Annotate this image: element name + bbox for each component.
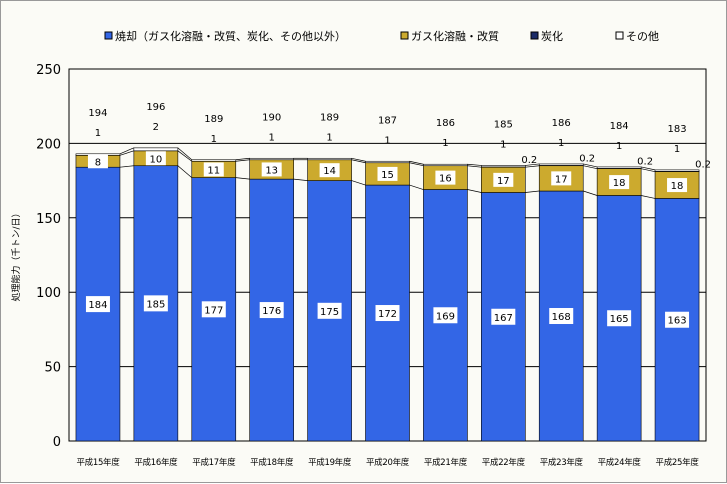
bar-segment [539, 164, 583, 165]
data-label: 1 [558, 138, 564, 149]
bar-segment [423, 164, 467, 165]
data-label: 17 [555, 174, 568, 185]
total-label: 196 [146, 102, 165, 113]
data-label: 0.2 [695, 159, 711, 170]
total-label: 186 [552, 118, 571, 129]
data-label: 13 [265, 165, 278, 176]
y-tick-label: 100 [36, 286, 61, 301]
total-label: 186 [436, 118, 455, 129]
data-label: 1 [442, 138, 448, 149]
data-label: 14 [323, 166, 336, 177]
bar-segment [655, 170, 699, 171]
data-label: 172 [378, 309, 397, 320]
data-label: 163 [667, 316, 686, 327]
bar-segment [308, 158, 352, 159]
y-tick-label: 200 [36, 137, 61, 152]
x-tick-label: 平成22年度 [482, 457, 526, 468]
total-label: 189 [320, 112, 339, 123]
y-tick-label: 250 [36, 63, 61, 78]
data-label: 1 [674, 144, 680, 155]
x-tick-label: 平成16年度 [134, 457, 178, 468]
x-tick-label: 平成20年度 [366, 457, 410, 468]
y-tick-label: 0 [53, 435, 61, 450]
data-label: 169 [436, 311, 455, 322]
legend-swatch [401, 32, 408, 39]
data-label: 167 [494, 313, 513, 324]
data-label: 168 [552, 312, 571, 323]
bar-segment [192, 160, 236, 161]
data-label: 185 [146, 299, 165, 310]
legend-label: 焼却（ガス化溶融・改質、炭化、その他以外） [115, 29, 346, 43]
x-tick-label: 平成24年度 [598, 457, 642, 468]
bar-segment [250, 158, 294, 159]
data-label: 0.2 [579, 153, 595, 164]
bar-segment [366, 161, 410, 162]
data-label: 1 [268, 132, 274, 143]
data-label: 175 [320, 307, 339, 318]
bar-segment [597, 167, 641, 168]
legend-label: 炭化 [541, 29, 563, 43]
x-tick-label: 平成19年度 [308, 457, 352, 468]
bar-segment [481, 165, 525, 166]
data-label: 18 [671, 181, 684, 192]
data-label: 2 [153, 122, 159, 133]
y-tick-label: 50 [44, 361, 61, 376]
x-tick-label: 平成25年度 [656, 457, 700, 468]
y-axis-label: 処理能力（千トン/日） [10, 208, 22, 301]
legend-swatch [531, 32, 538, 39]
data-label: 176 [262, 306, 281, 317]
total-label: 183 [667, 124, 686, 135]
data-label: 1 [211, 134, 217, 145]
data-label: 8 [95, 157, 101, 168]
total-label: 185 [494, 119, 513, 130]
x-tick-label: 平成21年度 [424, 457, 468, 468]
bar-segment [134, 148, 178, 151]
total-label: 189 [204, 114, 223, 125]
legend-swatch [616, 32, 623, 39]
y-tick-label: 150 [36, 212, 61, 227]
x-tick-label: 平成18年度 [250, 457, 294, 468]
data-label: 18 [613, 178, 626, 189]
total-label: 190 [262, 112, 281, 123]
total-label: 184 [610, 121, 629, 132]
data-label: 1 [95, 128, 101, 139]
data-label: 1 [326, 132, 332, 143]
data-label: 1 [616, 141, 622, 152]
legend-swatch [105, 32, 112, 39]
data-label: 177 [204, 305, 223, 316]
x-tick-label: 平成15年度 [76, 457, 120, 468]
data-label: 16 [439, 174, 452, 185]
legend-label: ガス化溶融・改質 [411, 29, 499, 43]
total-label: 187 [378, 115, 397, 126]
data-label: 165 [610, 314, 629, 325]
data-label: 1 [384, 135, 390, 146]
x-tick-label: 平成17年度 [192, 457, 236, 468]
x-tick-label: 平成23年度 [540, 457, 584, 468]
data-label: 11 [207, 165, 220, 176]
data-label: 17 [497, 176, 510, 187]
data-label: 15 [381, 170, 394, 181]
data-label: 184 [88, 300, 107, 311]
legend-label: その他 [626, 30, 659, 43]
data-label: 1 [500, 139, 506, 150]
total-label: 194 [88, 108, 107, 119]
data-label: 10 [149, 154, 162, 165]
data-label: 0.2 [637, 156, 653, 167]
